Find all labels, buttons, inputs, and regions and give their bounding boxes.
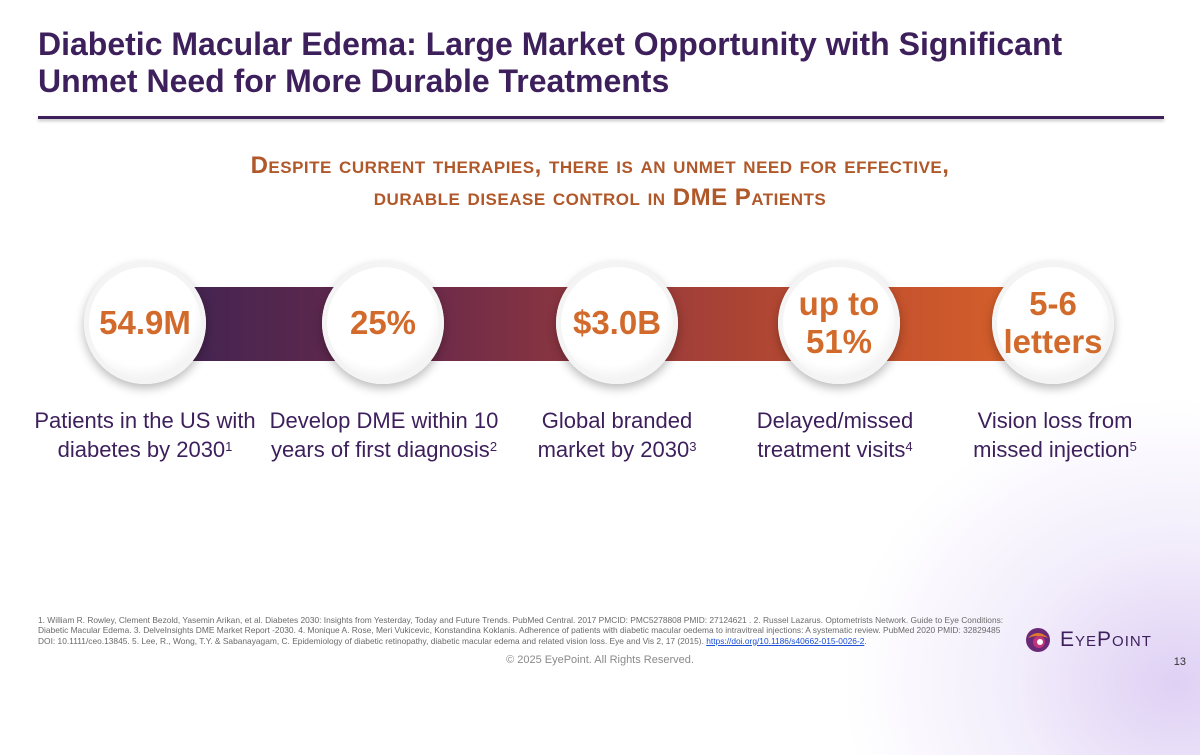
eyepoint-logo-icon <box>1026 628 1050 652</box>
subtitle-line-2: durable disease control in DME Patients <box>373 184 827 211</box>
logo-text: EyePoint <box>1060 628 1152 651</box>
stat-caption-missed-visits: Delayed/missed treatment visits4 <box>756 408 914 462</box>
slide-title: Diabetic Macular Edema: Large Market Opp… <box>38 26 1063 99</box>
copyright: © 2025 EyePoint. All Rights Reserved. <box>506 654 694 666</box>
slide-subtitle: Despite current therapies, there is an u… <box>150 150 1050 214</box>
stat-caption-patients: Patients in the US with diabetes by 2030… <box>34 408 256 462</box>
subtitle-line-1: Despite current therapies, there is an u… <box>250 152 950 179</box>
eyepoint-logo: EyePoint <box>1024 626 1152 654</box>
stat-value: 5-6 letters <box>1003 285 1103 360</box>
stat-circle-missed-visits: up to 51% <box>778 262 900 384</box>
title-divider <box>38 116 1164 119</box>
stat-value: up to 51% <box>798 285 880 360</box>
stat-circle-vision-loss: 5-6 letters <box>992 262 1114 384</box>
ref-marker: 5 <box>1129 439 1137 454</box>
references: 1. William R. Rowley, Clement Bezold, Ya… <box>38 615 1004 646</box>
stat-value: 54.9M <box>99 304 191 341</box>
reference-link[interactable]: https://doi.org/10.1186/s40662-015-0026-… <box>706 635 865 646</box>
stat-caption-develop-dme: Develop DME within 10 years of first dia… <box>269 408 499 462</box>
stat-circle-market: $3.0B <box>556 262 678 384</box>
ref-marker: 4 <box>905 439 913 454</box>
stat-caption-market: Global branded market by 20303 <box>537 408 697 462</box>
stat-circle-develop-dme: 25% <box>322 262 444 384</box>
stat-value: 25% <box>349 304 417 341</box>
page-number: 13 <box>1173 656 1186 668</box>
references-text: 1. William R. Rowley, Clement Bezold, Ya… <box>38 615 1004 646</box>
stat-value: $3.0B <box>572 304 662 341</box>
stat-circle-patients: 54.9M <box>84 262 206 384</box>
ref-marker: 3 <box>689 439 697 454</box>
stat-caption-vision-loss: Vision loss from missed injection5 <box>973 408 1137 462</box>
ref-marker: 1 <box>225 439 233 454</box>
ref-marker: 2 <box>489 439 498 454</box>
